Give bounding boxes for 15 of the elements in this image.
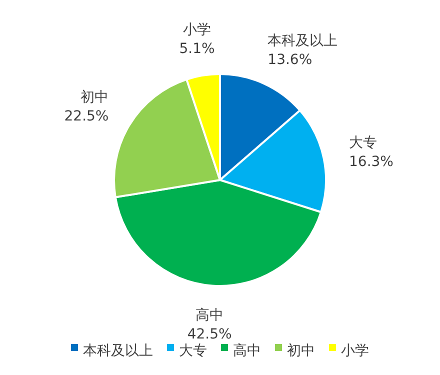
legend-label: 高中 <box>233 342 261 359</box>
slice-label: 本科及以上 <box>268 32 338 49</box>
data-label: 42.5% <box>187 326 232 343</box>
legend-label: 初中 <box>287 342 315 359</box>
legend-label: 本科及以上 <box>83 342 153 359</box>
legend-label: 大专 <box>179 342 207 359</box>
slice-label: 高中 <box>196 308 224 324</box>
slice-label: 小学 <box>183 22 212 38</box>
data-label: 5.1% <box>179 40 215 57</box>
legend-label: 小学 <box>341 342 369 359</box>
data-label: 13.6% <box>268 52 312 68</box>
data-label: 16.3% <box>349 154 394 170</box>
slice-label: 大专 <box>349 134 378 151</box>
slice-label: 初中 <box>80 90 109 106</box>
data-label: 22.5% <box>64 108 109 125</box>
